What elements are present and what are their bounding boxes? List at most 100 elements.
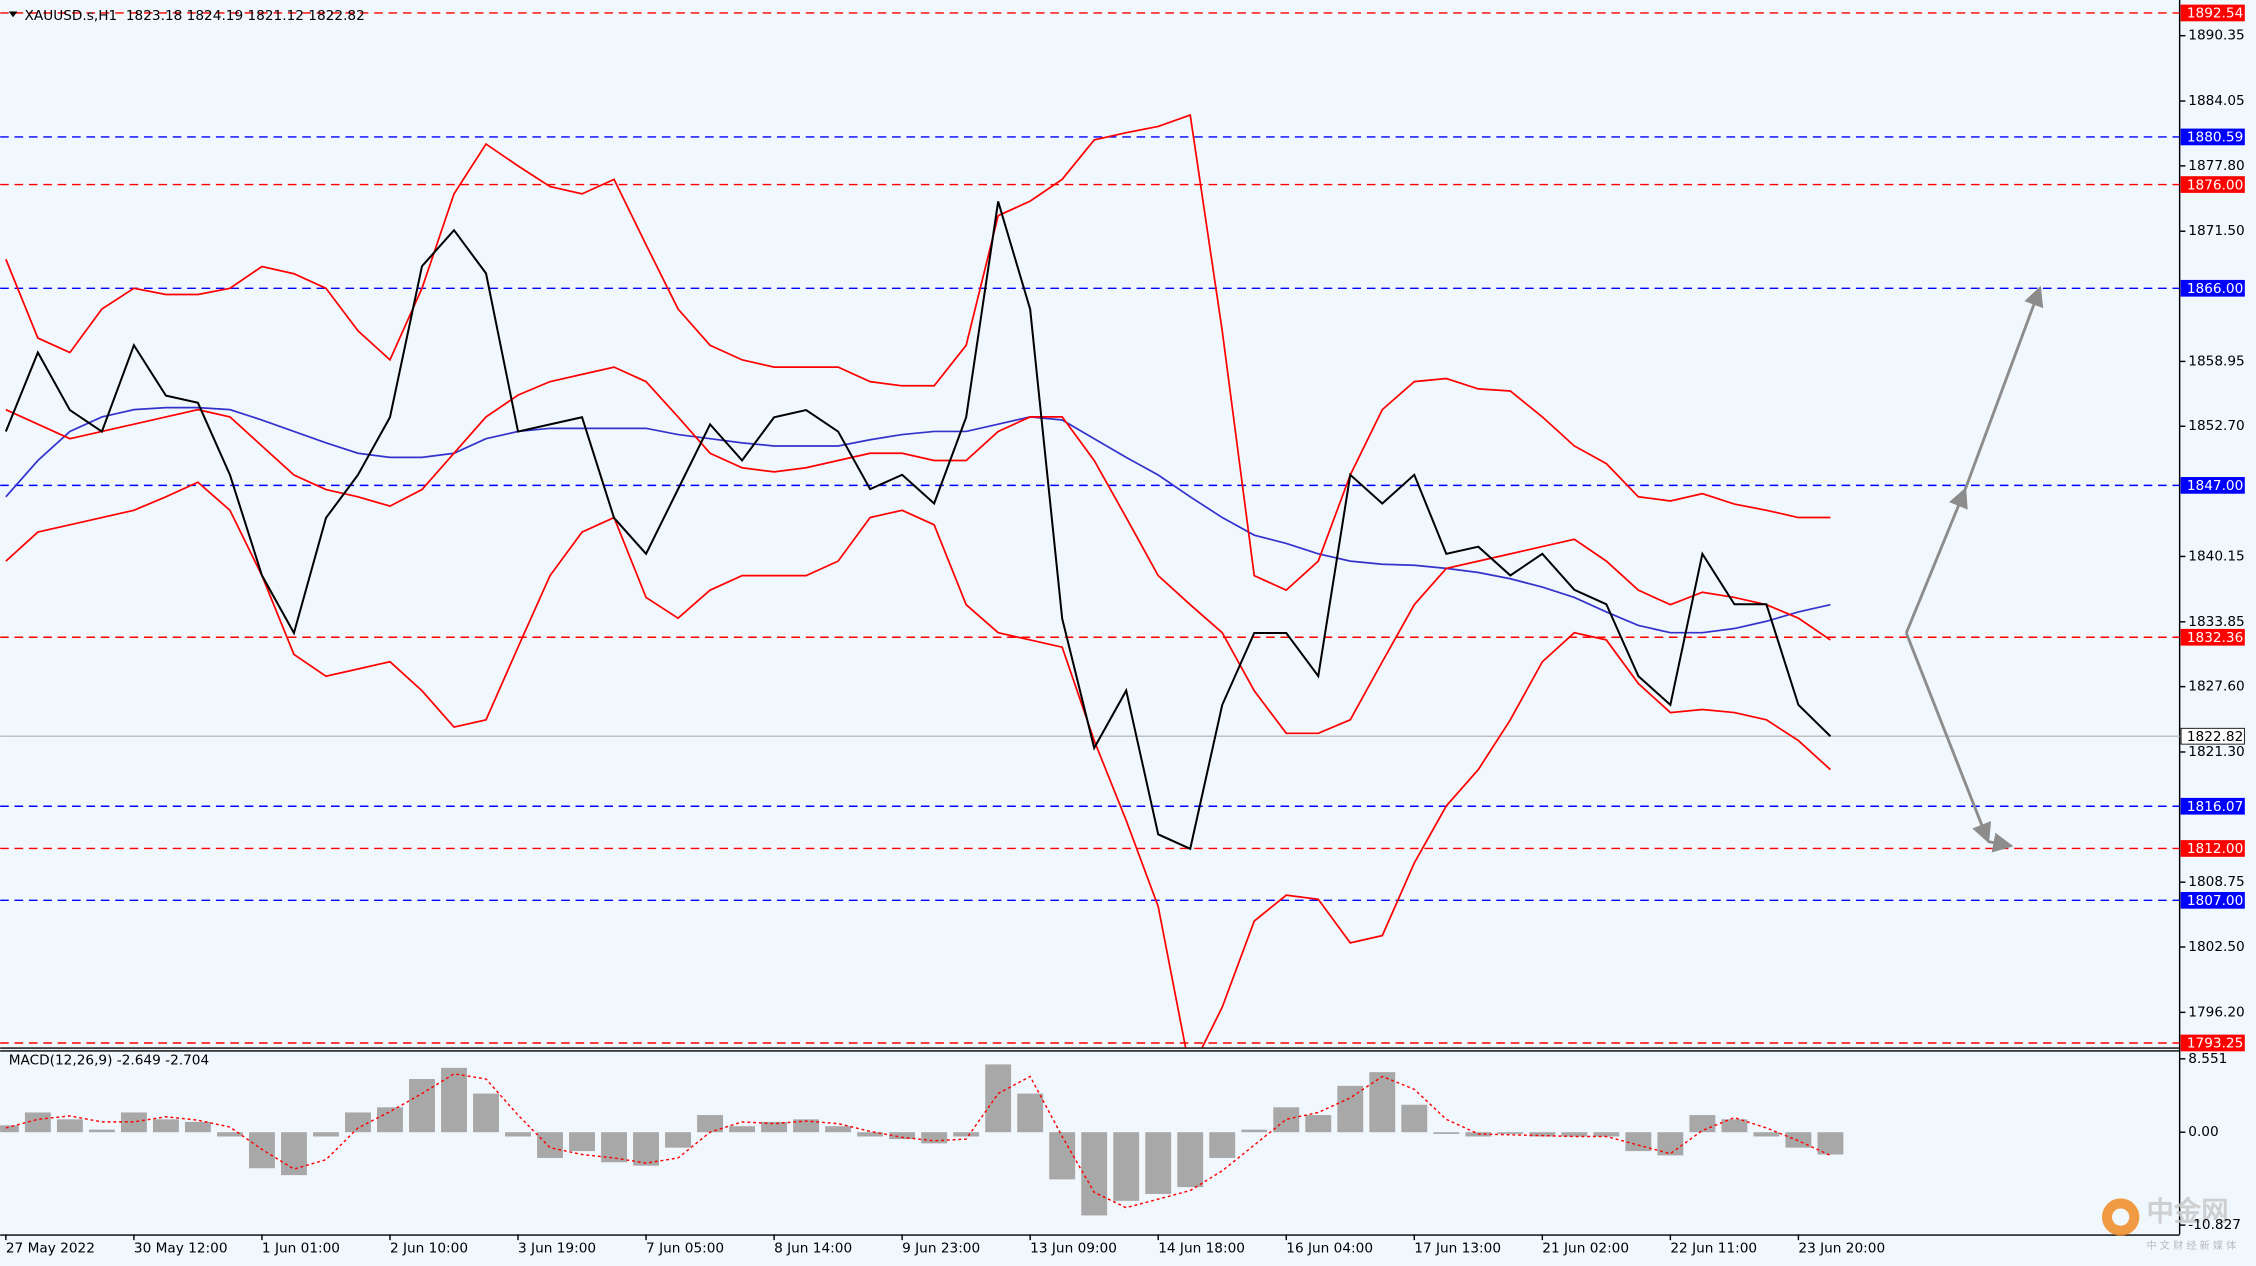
macd-bar bbox=[1401, 1104, 1428, 1133]
y-tick-label: -10.827 bbox=[2188, 1217, 2241, 1233]
macd-bar bbox=[1049, 1132, 1076, 1180]
macd-bar bbox=[248, 1132, 275, 1169]
indicator-title: MACD(12,26,9) -2.649 -2.704 bbox=[9, 1052, 209, 1068]
price-line bbox=[5, 113, 1831, 592]
macd-bar bbox=[601, 1132, 627, 1163]
macd-bar bbox=[953, 1132, 980, 1137]
y-tick-label: 0.00 bbox=[2188, 1124, 2218, 1140]
macd-bar bbox=[1625, 1132, 1652, 1152]
watermark-subtitle: 中 文 财 经 新 媒 体 bbox=[2147, 1239, 2237, 1252]
macd-bar bbox=[1017, 1093, 1044, 1133]
x-tick-label: 8 Jun 14:00 bbox=[774, 1241, 852, 1257]
macd-bar bbox=[1273, 1107, 1300, 1133]
level-label-box bbox=[2180, 4, 2245, 22]
macd-bar bbox=[505, 1132, 531, 1137]
macd-bar bbox=[1593, 1132, 1620, 1137]
y-tick-label: 8.551 bbox=[2188, 1051, 2227, 1067]
logo-icon bbox=[2112, 1208, 2130, 1226]
macd-bar bbox=[825, 1126, 852, 1133]
macd-bar bbox=[633, 1132, 660, 1166]
level-label-box bbox=[2180, 477, 2245, 494]
macd-bar bbox=[697, 1115, 724, 1133]
level-label: 1866.00 bbox=[2187, 281, 2243, 297]
macd-bar bbox=[985, 1064, 1012, 1133]
level-label: 1876.00 bbox=[2187, 177, 2243, 193]
x-tick-label: 21 Jun 02:00 bbox=[1542, 1241, 1629, 1257]
macd-bar bbox=[1177, 1132, 1204, 1188]
macd-bar bbox=[1305, 1115, 1332, 1133]
arrow bbox=[1904, 632, 1992, 844]
macd-bar bbox=[857, 1132, 884, 1137]
macd-bar bbox=[1721, 1119, 1748, 1133]
level-label-box bbox=[2180, 840, 2245, 857]
signal-line bbox=[5, 1073, 1831, 1209]
y-tick-label: 1833.85 bbox=[2188, 614, 2244, 630]
x-tick-label: 22 Jun 11:00 bbox=[1670, 1241, 1757, 1257]
macd-bar bbox=[569, 1132, 595, 1152]
macd-bar bbox=[537, 1132, 563, 1158]
level-label: 1822.82 bbox=[2187, 729, 2243, 745]
level-label-box bbox=[2180, 891, 2245, 909]
y-tick-label: 1808.75 bbox=[2188, 874, 2244, 890]
macd-bar bbox=[1561, 1132, 1588, 1137]
level-label-box bbox=[2180, 1034, 2245, 1052]
macd-bar bbox=[729, 1126, 756, 1133]
level-label-box bbox=[2180, 628, 2245, 646]
watermark-title: 中金网 bbox=[2147, 1195, 2229, 1227]
macd-bar bbox=[1497, 1132, 1524, 1134]
macd-bar bbox=[24, 1112, 51, 1133]
y-tick-label: 1858.95 bbox=[2188, 353, 2244, 369]
macd-bar bbox=[1817, 1132, 1844, 1155]
macd-bar bbox=[1081, 1132, 1108, 1216]
macd-panel bbox=[0, 1064, 1844, 1216]
y-tick-label: 1821.30 bbox=[2188, 744, 2244, 760]
macd-bar bbox=[1209, 1132, 1236, 1158]
macd-bar bbox=[1369, 1072, 1396, 1133]
x-tick-label: 16 Jun 04:00 bbox=[1286, 1241, 1373, 1257]
macd-bar bbox=[56, 1119, 83, 1133]
arrow bbox=[1963, 285, 2044, 490]
x-tick-label: 23 Jun 20:00 bbox=[1798, 1241, 1885, 1257]
y-tick-label: 1890.35 bbox=[2188, 28, 2244, 44]
macd-bar bbox=[1785, 1132, 1812, 1148]
x-tick-label: 14 Jun 18:00 bbox=[1158, 1241, 1245, 1257]
y-tick-label: 1796.20 bbox=[2188, 1004, 2244, 1020]
x-tick-label: 17 Jun 13:00 bbox=[1414, 1241, 1501, 1257]
macd-bar bbox=[1337, 1085, 1364, 1133]
y-tick-label: 1884.05 bbox=[2188, 93, 2244, 109]
x-tick-label: 27 May 2022 bbox=[6, 1241, 95, 1257]
macd-bar bbox=[409, 1079, 435, 1133]
macd-bar bbox=[1241, 1129, 1268, 1133]
x-tick-label: 1 Jun 01:00 bbox=[262, 1241, 340, 1257]
macd-bar bbox=[377, 1107, 403, 1133]
macd-bar bbox=[1145, 1132, 1172, 1194]
macd-bar bbox=[1433, 1132, 1460, 1134]
macd-bar bbox=[0, 1125, 19, 1133]
x-tick-label: 7 Jun 05:00 bbox=[646, 1241, 724, 1257]
macd-bar bbox=[1753, 1132, 1780, 1137]
price-panel bbox=[0, 12, 2180, 1048]
price-line bbox=[5, 406, 1831, 634]
x-tick-label: 3 Jun 19:00 bbox=[518, 1241, 596, 1257]
y-tick-label: 1840.15 bbox=[2188, 548, 2244, 564]
watermark: 中金网 中 文 财 经 新 媒 体 bbox=[2101, 1195, 2237, 1252]
macd-bar bbox=[88, 1129, 115, 1133]
macd-bar bbox=[761, 1121, 788, 1133]
arrow bbox=[1904, 487, 1968, 634]
macd-bar bbox=[665, 1132, 692, 1148]
arrow bbox=[1988, 832, 2014, 853]
price-line bbox=[5, 366, 1831, 735]
macd-bar bbox=[889, 1132, 916, 1140]
level-label: 1832.36 bbox=[2187, 630, 2243, 646]
x-tick-label: 30 May 12:00 bbox=[134, 1241, 228, 1257]
level-label: 1880.59 bbox=[2187, 130, 2243, 146]
level-label-box bbox=[2180, 176, 2245, 193]
macd-bar bbox=[152, 1119, 179, 1133]
level-label: 1807.00 bbox=[2187, 893, 2243, 909]
macd-bar bbox=[1689, 1115, 1716, 1133]
x-tick-label: 9 Jun 23:00 bbox=[902, 1241, 980, 1257]
macd-bar bbox=[1113, 1132, 1140, 1201]
